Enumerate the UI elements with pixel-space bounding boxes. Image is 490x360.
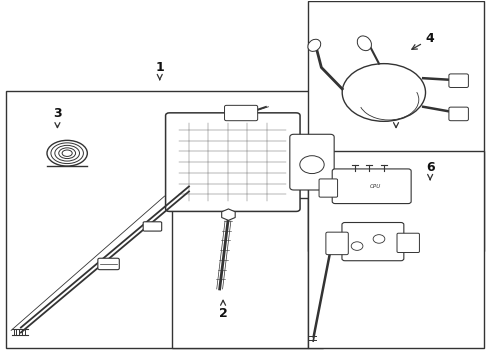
Ellipse shape xyxy=(59,148,75,158)
Ellipse shape xyxy=(308,39,321,51)
FancyBboxPatch shape xyxy=(143,222,162,231)
FancyBboxPatch shape xyxy=(397,233,419,252)
Text: 5: 5 xyxy=(392,107,400,127)
Ellipse shape xyxy=(47,140,87,166)
FancyBboxPatch shape xyxy=(326,232,348,255)
FancyBboxPatch shape xyxy=(449,107,468,121)
Text: 1: 1 xyxy=(155,61,164,80)
Circle shape xyxy=(373,235,385,243)
Text: CPU: CPU xyxy=(370,184,381,189)
Ellipse shape xyxy=(55,145,79,161)
Ellipse shape xyxy=(342,64,425,121)
Bar xyxy=(308,1,484,251)
Text: 6: 6 xyxy=(426,161,435,180)
Bar xyxy=(308,152,484,348)
Text: 2: 2 xyxy=(219,300,227,320)
FancyBboxPatch shape xyxy=(319,179,338,197)
FancyBboxPatch shape xyxy=(449,74,468,87)
FancyBboxPatch shape xyxy=(224,105,258,121)
Ellipse shape xyxy=(357,36,371,51)
Bar xyxy=(172,198,308,348)
FancyBboxPatch shape xyxy=(290,134,334,190)
FancyBboxPatch shape xyxy=(342,222,404,261)
Ellipse shape xyxy=(62,150,72,157)
Text: 4: 4 xyxy=(412,32,435,49)
Circle shape xyxy=(351,242,363,250)
Circle shape xyxy=(300,156,324,174)
FancyBboxPatch shape xyxy=(98,258,119,270)
Ellipse shape xyxy=(51,143,83,163)
FancyBboxPatch shape xyxy=(166,113,300,211)
Bar xyxy=(6,91,323,348)
FancyBboxPatch shape xyxy=(332,169,411,203)
Text: 3: 3 xyxy=(53,107,62,127)
